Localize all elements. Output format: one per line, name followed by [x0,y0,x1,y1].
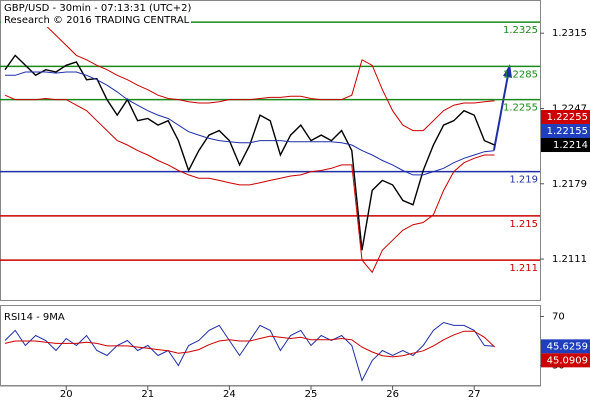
price-tag-label: 45.0909 [547,355,588,366]
price-tag [541,138,590,153]
y-tick-label: 1.2179 [552,179,587,190]
y-tick-label: 1.2111 [552,254,587,265]
price-tag [541,353,590,368]
level-label: 1.2255 [503,103,538,114]
series-line [4,94,495,274]
price-tag [541,339,590,354]
y-tick-label: 1.2247 [552,103,587,114]
title-bg [1,1,191,27]
level-label: 1.215 [509,219,538,230]
price-tag [541,124,590,139]
price-tag [541,110,590,125]
forecast-arrowhead [503,64,512,78]
x-tick-label: 21 [141,389,154,400]
rsi-panel [0,305,541,386]
x-tick-label: 20 [60,389,73,400]
rsi-title: RSI14 - 9MA [4,312,65,323]
series-line [4,330,495,358]
x-tick-label: 24 [223,389,236,400]
series-line [4,17,495,132]
level-label: 1.219 [509,175,538,186]
price-tag-label: 1.22155 [547,126,588,137]
y-tick-label: 1.2315 [552,28,587,39]
x-tick-label: 27 [468,389,481,400]
x-tick-label: 25 [305,389,318,400]
level-label: 1.2285 [503,69,538,80]
y-tick-label: 70 [552,311,565,322]
x-tick-label: 26 [386,389,399,400]
series-line [5,71,495,176]
series-line [4,54,495,251]
chart-title: GBP/USD - 30min - 07:13:31 (UTC+2) [4,3,191,14]
price-tag-label: 45.6259 [547,341,588,352]
level-label: 1.211 [509,263,538,274]
level-label: 1.2325 [503,25,538,36]
forecast-arrow [493,74,509,151]
price-tag-label: 1.2214 [553,140,588,151]
chart-subtitle: Research © 2016 TRADING CENTRAL [4,15,190,26]
price-panel [0,0,541,301]
price-tag-label: 1.22255 [547,112,588,123]
